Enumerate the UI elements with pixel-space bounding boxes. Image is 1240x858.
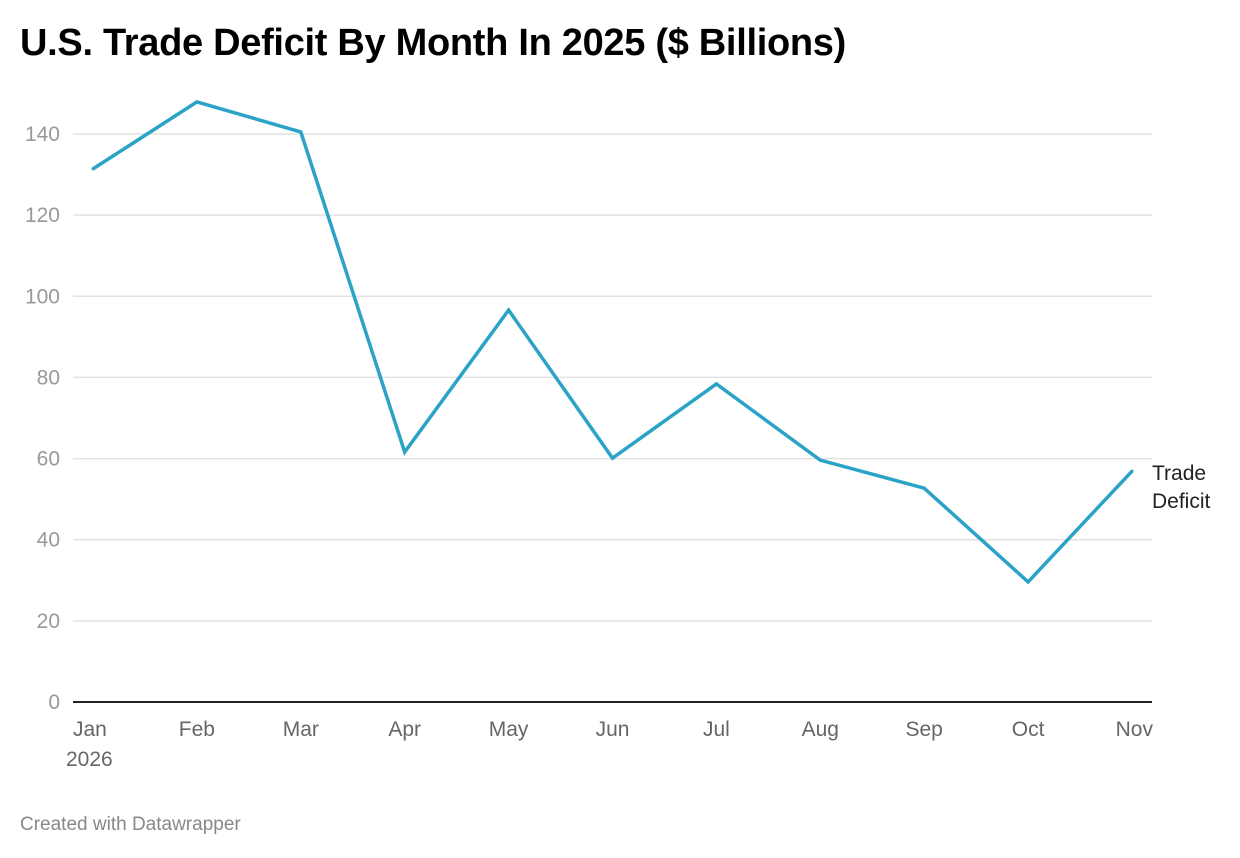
data-point: [299, 130, 303, 134]
data-point: [611, 456, 614, 460]
data-point: [507, 308, 511, 312]
y-tick-label: 120: [25, 204, 60, 227]
y-tick-label: 20: [37, 610, 60, 633]
x-tick-label: Mar: [283, 718, 319, 741]
data-point: [403, 450, 407, 454]
y-tick-label: 60: [37, 448, 60, 471]
y-tick-label: 140: [25, 123, 60, 146]
y-tick-label: 0: [48, 691, 60, 714]
y-tick-label: 80: [37, 366, 60, 389]
series-line: [92, 100, 1134, 585]
y-tick-label: 100: [25, 285, 60, 308]
x-tick-label: Jan: [73, 718, 107, 741]
x-tick-label: Feb: [179, 718, 215, 741]
x-tick-label: Oct: [1012, 718, 1045, 741]
data-point: [91, 167, 95, 171]
footer-credit: Created with Datawrapper: [20, 814, 241, 835]
x-tick-label: May: [489, 718, 529, 741]
data-point: [922, 486, 926, 490]
x-tick-label: Jul: [703, 718, 730, 741]
data-point: [195, 100, 199, 104]
chart-title: U.S. Trade Deficit By Month In 2025 ($ B…: [20, 22, 846, 64]
data-point: [1130, 469, 1134, 473]
x-tick-label: Nov: [1116, 718, 1154, 741]
x-tick-label: Sep: [906, 718, 943, 741]
series-label: Deficit: [1152, 490, 1211, 513]
x-tick-label: Apr: [388, 718, 421, 741]
data-point: [818, 458, 822, 462]
x-tick-label: Aug: [802, 718, 839, 741]
y-tick-label: 40: [37, 529, 60, 552]
series-label: Trade: [1152, 462, 1206, 485]
x-tick-sublabel: 2026: [66, 748, 113, 771]
data-point: [714, 382, 718, 386]
data-point: [1026, 580, 1030, 584]
x-tick-label: Jun: [596, 718, 630, 741]
